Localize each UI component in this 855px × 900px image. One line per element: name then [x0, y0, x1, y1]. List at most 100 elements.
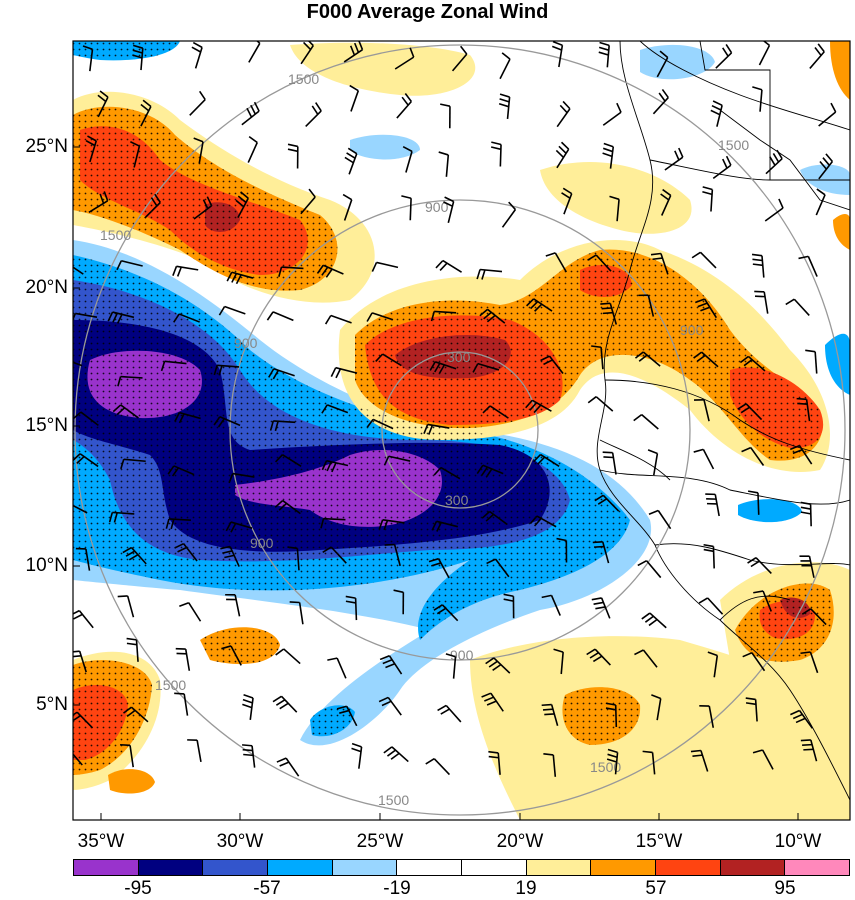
wind-barb-icon — [809, 43, 825, 69]
wind-barb-icon — [799, 555, 815, 578]
latitude-label: 15°N — [25, 415, 68, 436]
wind-barb-icon — [648, 509, 672, 530]
wind-barb-icon — [330, 366, 358, 379]
wind-barb-icon — [117, 595, 135, 618]
wind-barb-icon — [437, 704, 462, 723]
wind-barb-icon — [366, 312, 394, 322]
longitude-label: 25°W — [356, 831, 404, 852]
wind-barb-icon — [652, 88, 669, 115]
wind-barb-icon — [754, 290, 769, 314]
plot-area: 300 300 900 900 900 900 900 1500 1500 15… — [73, 41, 850, 820]
colorbar — [73, 859, 850, 876]
wind-barb-icon — [401, 195, 412, 221]
coastline-icon — [596, 41, 850, 801]
wind-barb-icon — [556, 100, 571, 128]
wind-barb-icon — [423, 423, 450, 435]
wind-barb-icon — [796, 397, 811, 422]
wind-barb-icon — [221, 645, 242, 666]
wind-barb-icon — [287, 546, 300, 571]
wind-barb-icon — [472, 362, 500, 373]
wind-barb-icon — [97, 90, 109, 118]
wind-barb-icon — [707, 651, 719, 678]
wind-barb-icon — [383, 746, 409, 763]
wind-barb-icon — [375, 353, 402, 367]
colorbar-label: -19 — [383, 878, 411, 899]
wind-barb-icon — [73, 650, 87, 673]
wind-barb-icon — [800, 501, 812, 527]
wind-barb-icon — [394, 47, 415, 70]
wind-barb-icon — [606, 748, 619, 775]
sky-shade — [738, 499, 802, 523]
ring-label: 1500 — [718, 137, 749, 153]
yellow-shade — [470, 636, 850, 820]
wind-barb-icon — [433, 604, 459, 622]
wind-barb-icon — [300, 41, 314, 65]
range-ring-icon — [74, 44, 846, 816]
wind-barb-icon — [498, 93, 511, 120]
wind-barb-icon — [481, 692, 504, 712]
wind-barb-icon — [691, 251, 717, 269]
wind-barb-icon — [712, 155, 732, 180]
wind-barb-icon — [165, 518, 191, 530]
wind-barb-icon — [247, 135, 258, 163]
wind-barb-icon — [698, 597, 724, 615]
ring-label: 900 — [450, 647, 474, 663]
wind-barb-icon — [213, 364, 240, 376]
wind-barb-icon — [82, 45, 94, 72]
wind-barb-icon — [379, 654, 403, 675]
wind-barb-icon — [276, 757, 300, 777]
light-blue-shade — [640, 44, 715, 80]
wind-barb-icon — [289, 601, 304, 625]
wind-barb-icon — [430, 310, 457, 322]
wind-barb-icon — [805, 349, 818, 374]
wind-barb-icon — [75, 547, 91, 571]
wind-barb-icon — [242, 744, 256, 768]
latitude-label: 20°N — [25, 277, 68, 298]
wind-barb-icon — [73, 609, 94, 629]
wind-barb-icon — [167, 465, 195, 477]
stippling — [73, 41, 834, 775]
wind-barb-icon — [378, 696, 402, 716]
wind-barb-icon — [225, 593, 241, 617]
wind-barb-icon — [540, 355, 564, 374]
wind-barb-icon — [555, 141, 570, 169]
wind-barb-icon — [556, 537, 568, 563]
wind-barb-icon — [440, 103, 451, 129]
colorbar-segment — [397, 860, 463, 875]
wind-barb-icon — [433, 466, 461, 480]
wind-barb-icon — [586, 648, 611, 666]
wind-barb-icon — [594, 494, 620, 512]
wind-barb-icon — [503, 593, 515, 619]
wind-barb-icon — [241, 101, 260, 126]
wind-barb-icon — [112, 404, 139, 419]
wind-barb-icon — [529, 515, 557, 528]
wind-barb-icon — [269, 420, 296, 432]
wind-barb-icon — [764, 198, 784, 222]
wind-barb-icon — [602, 102, 622, 126]
wind-barb-icon — [443, 196, 455, 224]
wind-barb-icon — [351, 742, 363, 769]
wind-barb-icon — [435, 259, 462, 273]
wind-barb-icon — [218, 305, 246, 316]
wind-barb-icon — [602, 451, 617, 475]
wind-barb-icon — [543, 753, 557, 777]
wind-barb-icon — [88, 191, 109, 214]
wind-barb-icon — [634, 351, 661, 367]
wind-barb-icon — [525, 399, 552, 414]
wind-barb-icon — [228, 472, 255, 484]
wind-barb-icon — [715, 43, 733, 69]
wind-barb-icon — [752, 749, 774, 770]
colorbar-segment — [138, 860, 204, 875]
wind-barb-icon — [664, 147, 684, 171]
ring-label: 300 — [447, 349, 471, 365]
wind-barb-icon — [747, 556, 772, 575]
wind-barb-icon — [378, 519, 405, 531]
colorbar-segment — [785, 860, 850, 875]
range-ring-labels: 300 300 900 900 900 900 900 1500 1500 15… — [100, 71, 749, 808]
wind-barb-icon — [172, 265, 199, 277]
longitude-label: 35°W — [77, 831, 125, 852]
wind-barb-icon — [587, 254, 612, 272]
wind-barb-icon — [120, 458, 146, 470]
wind-barb-icon — [800, 739, 818, 762]
wind-barb-icon — [690, 749, 709, 772]
